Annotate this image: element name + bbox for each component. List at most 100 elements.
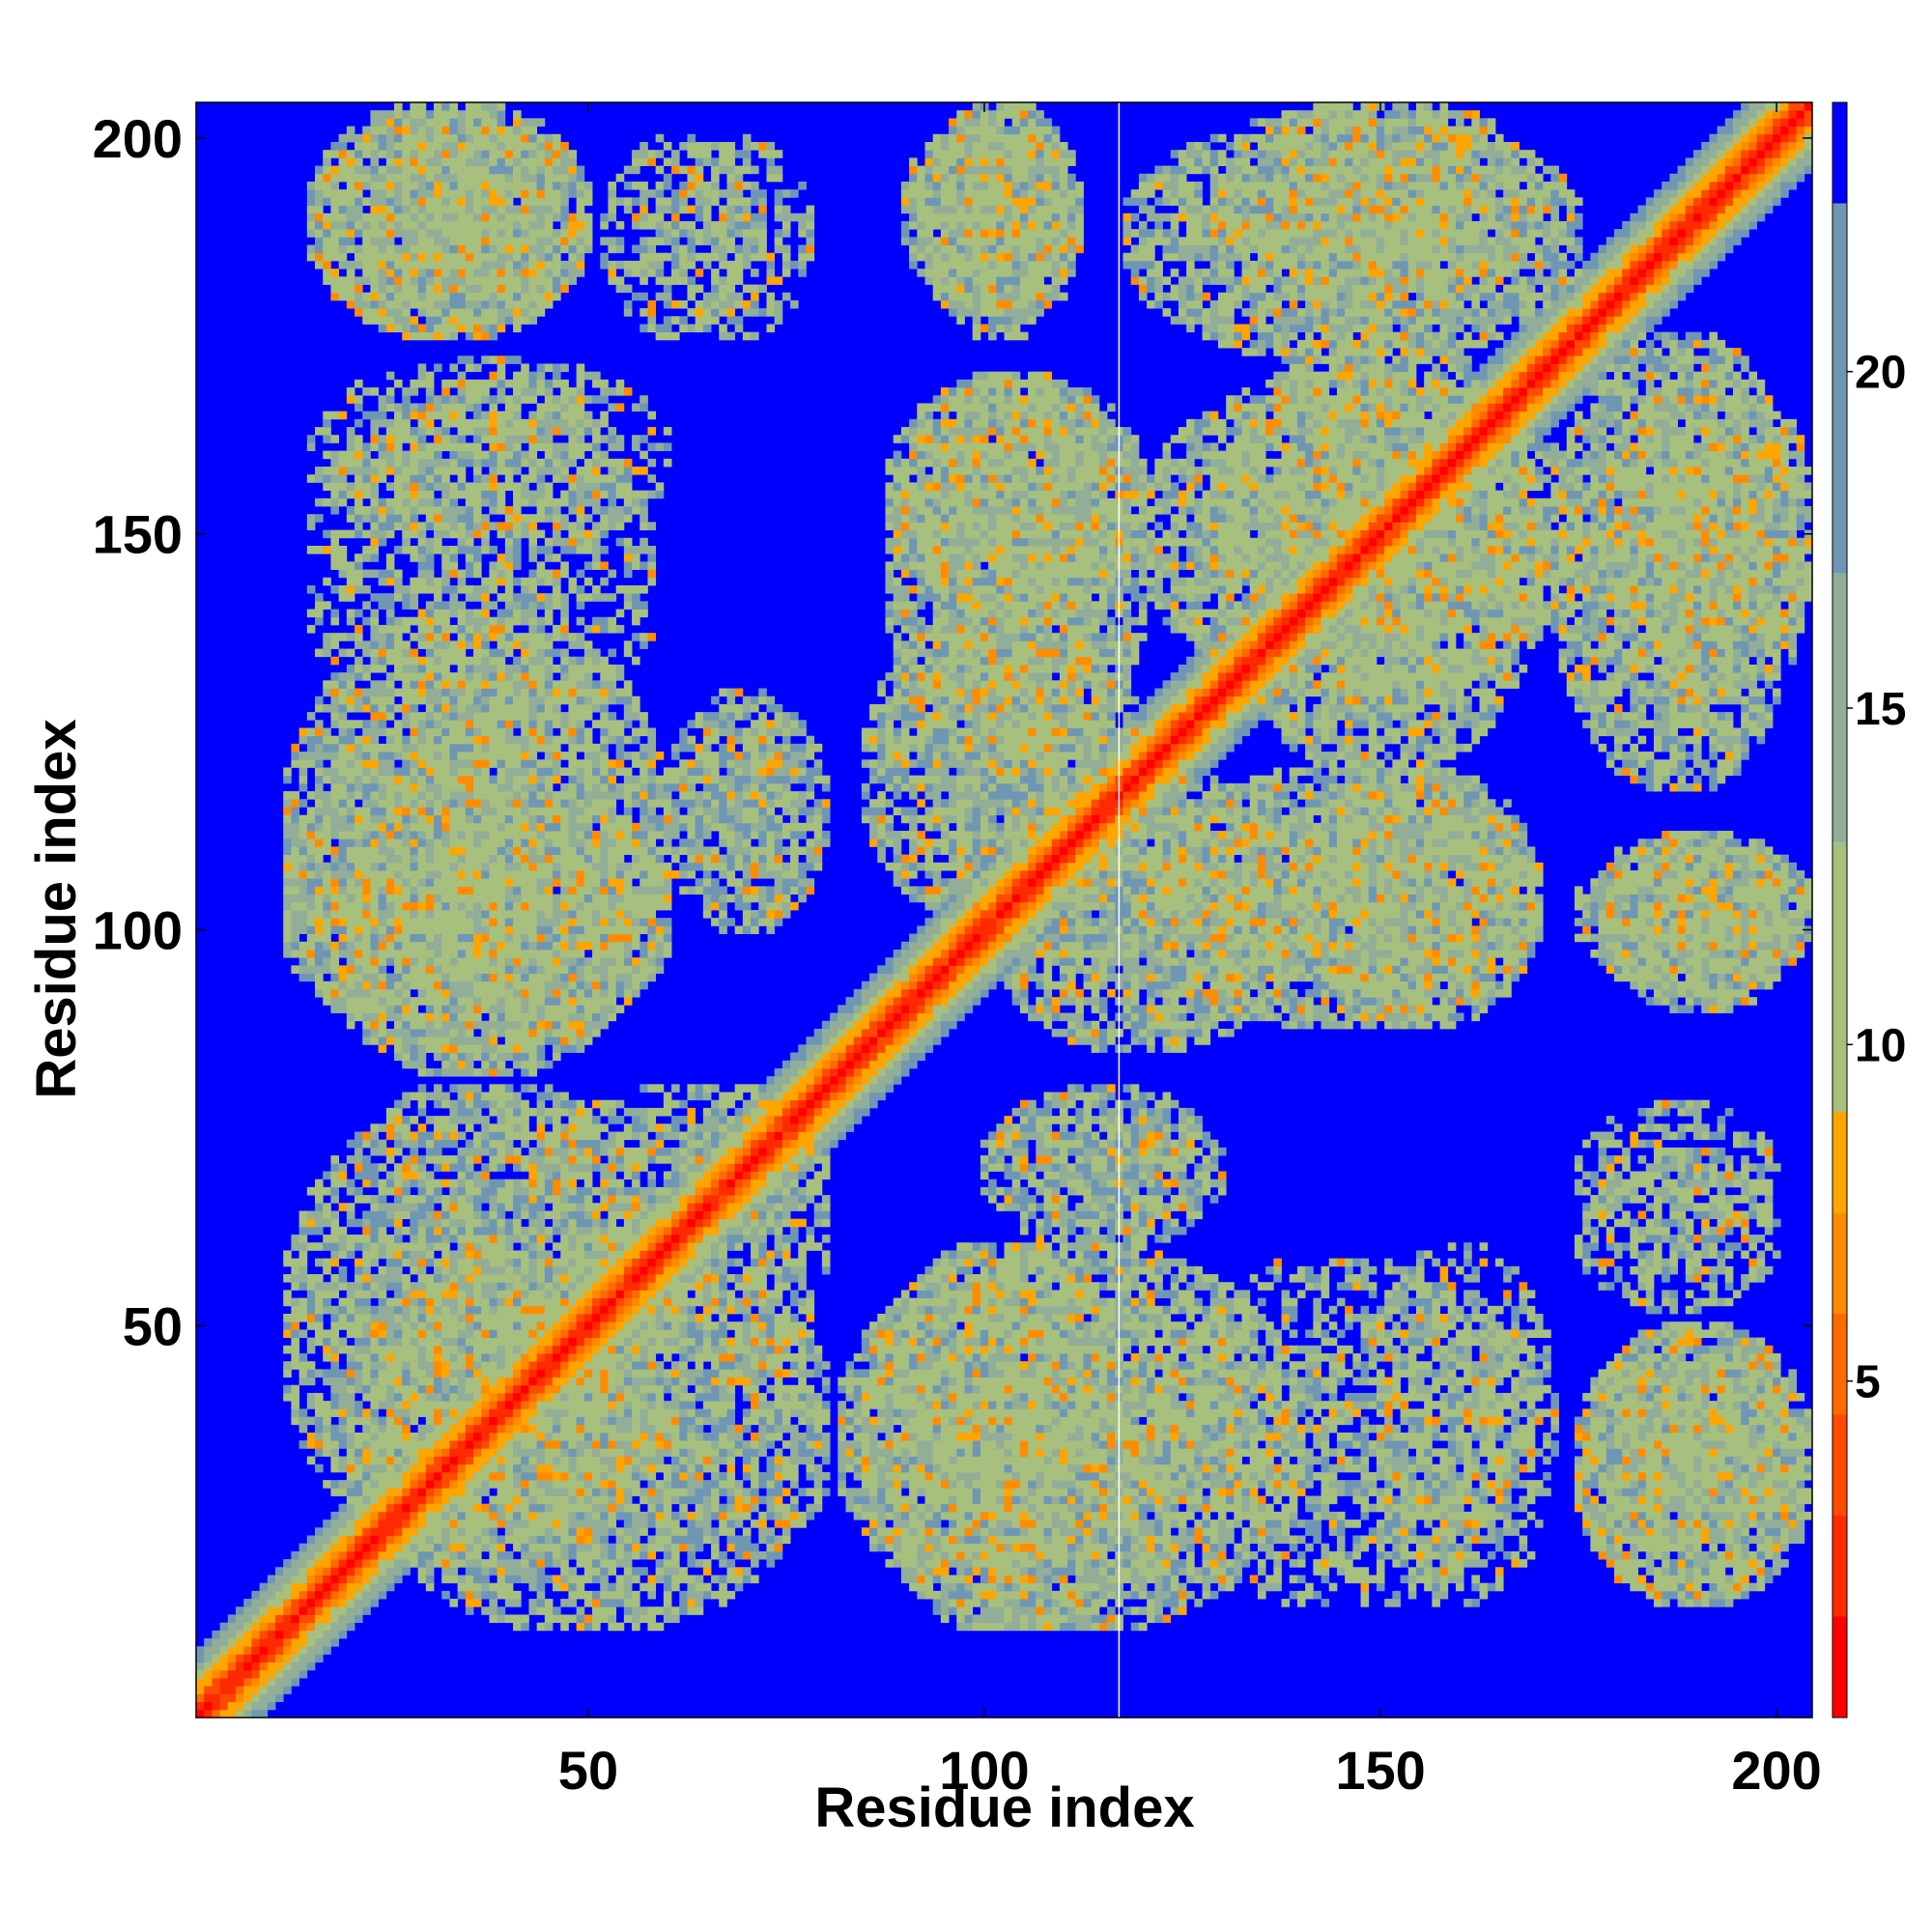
heatmap-cell bbox=[330, 293, 339, 301]
heatmap-cell bbox=[347, 1559, 355, 1568]
heatmap-cell bbox=[370, 442, 379, 451]
heatmap-cell bbox=[473, 530, 482, 539]
heatmap-cell bbox=[386, 435, 395, 443]
heatmap-cell bbox=[434, 1440, 442, 1449]
heatmap-cell bbox=[418, 427, 427, 436]
heatmap-cell bbox=[497, 1614, 506, 1623]
heatmap-cell bbox=[410, 767, 418, 776]
heatmap-cell bbox=[521, 657, 529, 666]
heatmap-cell bbox=[291, 934, 299, 943]
heatmap-cell bbox=[394, 665, 403, 673]
heatmap-cell bbox=[481, 1140, 490, 1149]
heatmap-cell bbox=[521, 727, 529, 736]
heatmap-cell bbox=[379, 1401, 387, 1409]
heatmap-cell bbox=[505, 1093, 514, 1101]
heatmap-cell bbox=[386, 783, 395, 792]
heatmap-cell bbox=[489, 942, 497, 951]
heatmap-cell bbox=[418, 308, 427, 317]
heatmap-cell bbox=[481, 1321, 490, 1330]
heatmap-cell bbox=[505, 451, 514, 460]
heatmap-cell bbox=[497, 1123, 506, 1132]
heatmap-cell bbox=[441, 1179, 450, 1188]
heatmap-cell bbox=[330, 1314, 339, 1322]
heatmap-cell bbox=[537, 1274, 546, 1283]
heatmap-cell bbox=[441, 1163, 450, 1172]
heatmap-cell bbox=[434, 285, 442, 294]
heatmap-cell bbox=[426, 601, 435, 610]
heatmap-cell bbox=[299, 886, 308, 895]
heatmap-cell bbox=[441, 1575, 450, 1583]
heatmap-cell bbox=[330, 1408, 339, 1417]
heatmap-cell bbox=[339, 1425, 348, 1434]
heatmap-cell bbox=[481, 736, 490, 745]
heatmap-cell bbox=[386, 1433, 395, 1441]
heatmap-cell bbox=[497, 1401, 506, 1409]
heatmap-cell bbox=[489, 427, 497, 436]
heatmap-cell bbox=[402, 253, 411, 262]
heatmap-cell bbox=[528, 1544, 537, 1552]
heatmap-cell bbox=[386, 831, 395, 839]
heatmap-cell bbox=[394, 1448, 403, 1457]
heatmap-cell bbox=[283, 1559, 292, 1568]
heatmap-cell bbox=[537, 1021, 546, 1030]
heatmap-cell bbox=[466, 110, 474, 119]
heatmap-cell bbox=[528, 1551, 537, 1560]
heatmap-cell bbox=[497, 459, 506, 468]
heatmap-cell bbox=[513, 442, 522, 451]
heatmap-cell bbox=[513, 1131, 522, 1140]
heatmap-cell bbox=[299, 1575, 308, 1583]
heatmap-cell bbox=[434, 578, 442, 586]
heatmap-cell bbox=[513, 1290, 522, 1298]
heatmap-cell bbox=[394, 878, 403, 887]
heatmap-cell bbox=[426, 1544, 435, 1552]
heatmap-cell bbox=[489, 403, 497, 412]
heatmap-cell bbox=[402, 491, 411, 499]
heatmap-cell bbox=[434, 585, 442, 594]
heatmap-cell bbox=[528, 293, 537, 301]
heatmap-cell bbox=[299, 1631, 308, 1639]
heatmap-cell bbox=[449, 1599, 458, 1607]
heatmap-cell bbox=[426, 570, 435, 579]
heatmap-cell bbox=[521, 1210, 529, 1219]
heatmap-cell bbox=[528, 1235, 537, 1243]
heatmap-cell bbox=[489, 442, 497, 451]
heatmap-cell bbox=[260, 1710, 269, 1719]
heatmap-cell bbox=[402, 1520, 411, 1528]
heatmap-cell bbox=[441, 689, 450, 697]
heatmap-cell bbox=[449, 1187, 458, 1196]
heatmap-cell bbox=[370, 799, 379, 808]
heatmap-cell bbox=[260, 1693, 269, 1702]
heatmap-cell bbox=[418, 1361, 427, 1370]
heatmap-cell bbox=[418, 1448, 427, 1457]
heatmap-cell bbox=[521, 997, 529, 1006]
heatmap-cell bbox=[307, 1535, 316, 1544]
heatmap-cell bbox=[330, 1346, 339, 1354]
heatmap-cell bbox=[449, 720, 458, 728]
heatmap-cell bbox=[418, 886, 427, 895]
heatmap-cell bbox=[441, 902, 450, 911]
heatmap-cell bbox=[513, 435, 522, 443]
heatmap-cell bbox=[394, 1329, 403, 1338]
heatmap-cell bbox=[458, 118, 467, 127]
heatmap-cell bbox=[441, 1061, 450, 1069]
heatmap-cell bbox=[394, 1266, 403, 1275]
heatmap-cell bbox=[394, 1385, 403, 1394]
heatmap-cell bbox=[426, 1306, 435, 1315]
heatmap-cell bbox=[458, 1488, 467, 1496]
heatmap-cell bbox=[370, 293, 379, 301]
heatmap-cell bbox=[466, 1378, 474, 1386]
heatmap-cell bbox=[418, 403, 427, 412]
heatmap-cell bbox=[370, 412, 379, 420]
heatmap-cell bbox=[339, 498, 348, 507]
heatmap-cell bbox=[434, 1338, 442, 1347]
heatmap-cell bbox=[489, 823, 497, 832]
heatmap-cell bbox=[521, 1457, 529, 1465]
heatmap-cell bbox=[449, 878, 458, 887]
heatmap-cell bbox=[481, 601, 490, 610]
heatmap-cell bbox=[362, 878, 371, 887]
heatmap-cell bbox=[362, 1472, 371, 1481]
heatmap-cell bbox=[347, 1140, 355, 1149]
heatmap-cell bbox=[410, 1378, 418, 1386]
heatmap-cell bbox=[418, 696, 427, 705]
heatmap-cell bbox=[505, 1488, 514, 1496]
